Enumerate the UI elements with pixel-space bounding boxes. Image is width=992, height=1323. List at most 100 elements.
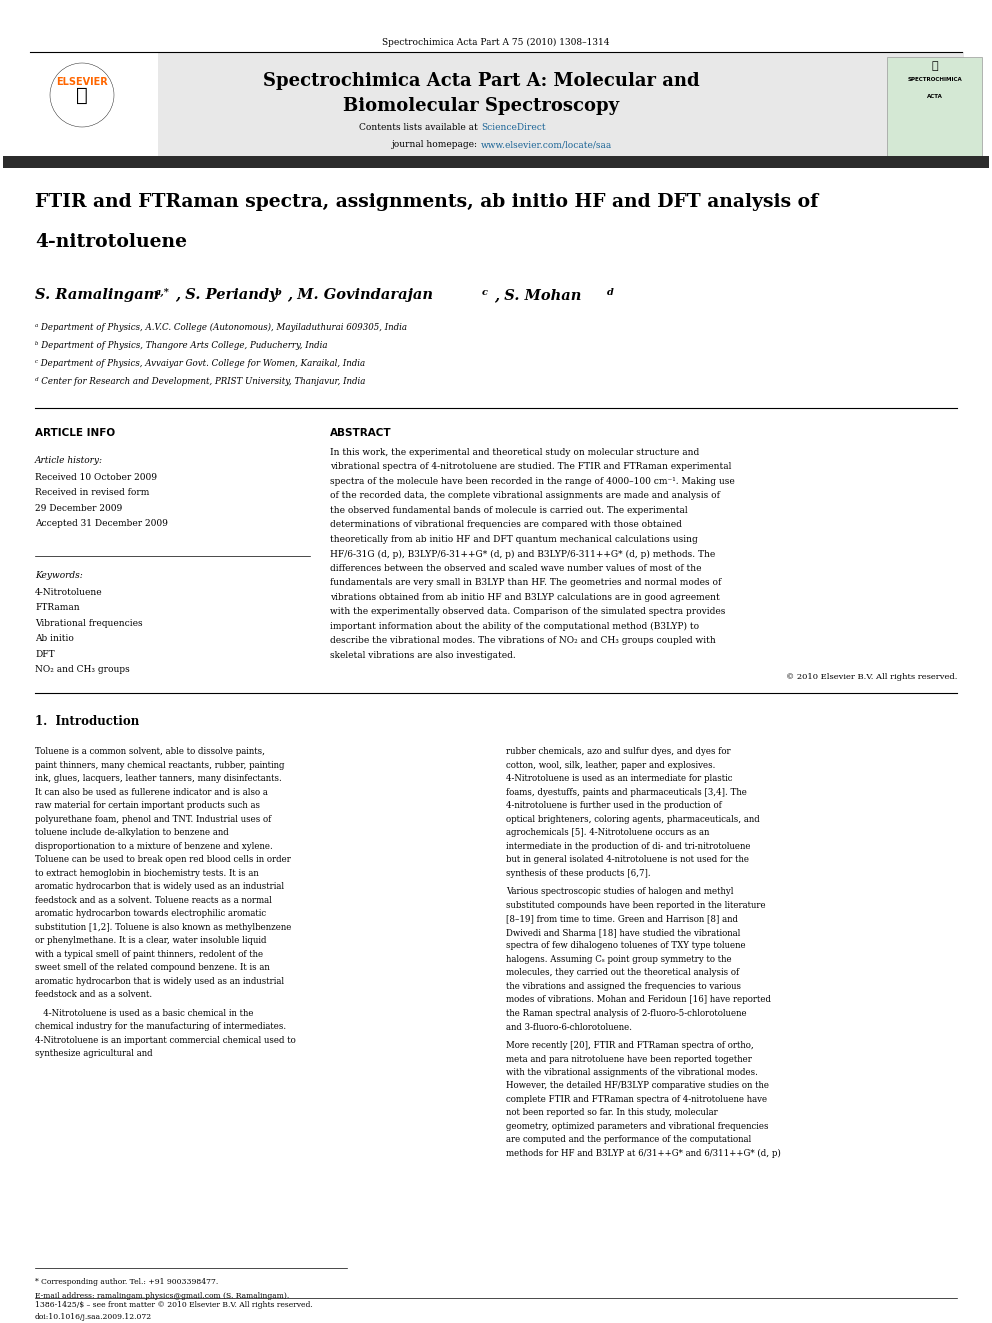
Text: b: b [275,288,282,296]
Text: spectra of the molecule have been recorded in the range of 4000–100 cm⁻¹. Making: spectra of the molecule have been record… [330,478,735,486]
Text: 🌲: 🌲 [76,86,88,105]
Text: NO₂ and CH₃ groups: NO₂ and CH₃ groups [35,665,130,675]
Text: [8–19] from time to time. Green and Harrison [8] and: [8–19] from time to time. Green and Harr… [506,914,738,923]
Text: aromatic hydrocarbon that is widely used as an industrial: aromatic hydrocarbon that is widely used… [35,882,284,892]
Text: differences between the observed and scaled wave number values of most of the: differences between the observed and sca… [330,564,701,573]
Text: Dwivedi and Sharma [18] have studied the vibrational: Dwivedi and Sharma [18] have studied the… [506,927,740,937]
Text: ACTA: ACTA [927,94,942,98]
Text: More recently [20], FTIR and FTRaman spectra of ortho,: More recently [20], FTIR and FTRaman spe… [506,1041,754,1050]
Text: , M. Govindarajan: , M. Govindarajan [287,288,438,302]
Text: ABSTRACT: ABSTRACT [330,429,392,438]
Text: c: c [482,288,488,296]
Text: halogens. Assuming Cₛ point group symmetry to the: halogens. Assuming Cₛ point group symmet… [506,955,732,964]
Text: 4-Nitrotoluene is used as a basic chemical in the: 4-Nitrotoluene is used as a basic chemic… [35,1009,254,1017]
Text: molecules, they carried out the theoretical analysis of: molecules, they carried out the theoreti… [506,968,739,978]
Text: methods for HF and B3LYP at 6/31++G* and 6/311++G* (d, p): methods for HF and B3LYP at 6/31++G* and… [506,1148,781,1158]
Text: chemical industry for the manufacturing of intermediates.: chemical industry for the manufacturing … [35,1023,286,1032]
Text: ᵃ Department of Physics, A.V.C. College (Autonomous), Mayiladuthurai 609305, Ind: ᵃ Department of Physics, A.V.C. College … [35,323,407,332]
Text: the vibrations and assigned the frequencies to various: the vibrations and assigned the frequenc… [506,982,741,991]
Text: It can also be used as fullerene indicator and is also a: It can also be used as fullerene indicat… [35,789,268,796]
Text: Various spectroscopic studies of halogen and methyl: Various spectroscopic studies of halogen… [506,888,733,897]
Text: but in general isolated 4-nitrotoluene is not used for the: but in general isolated 4-nitrotoluene i… [506,856,749,864]
Text: cotton, wool, silk, leather, paper and explosives.: cotton, wool, silk, leather, paper and e… [506,761,715,770]
Text: a,*: a,* [155,288,170,298]
Text: fundamentals are very small in B3LYP than HF. The geometries and normal modes of: fundamentals are very small in B3LYP tha… [330,578,721,587]
Text: synthesis of these products [6,7].: synthesis of these products [6,7]. [506,869,651,878]
Bar [3,52,158,161]
Text: geometry, optimized parameters and vibrational frequencies: geometry, optimized parameters and vibra… [506,1122,769,1131]
Text: ScienceDirect: ScienceDirect [481,123,546,132]
Text: S. Ramalingam: S. Ramalingam [35,288,165,302]
Text: DFT: DFT [35,650,55,659]
Text: 1386-1425/$ – see front matter © 2010 Elsevier B.V. All rights reserved.: 1386-1425/$ – see front matter © 2010 El… [35,1301,312,1308]
Text: Contents lists available at: Contents lists available at [359,123,481,132]
Text: 4-Nitrotoluene is used as an intermediate for plastic: 4-Nitrotoluene is used as an intermediat… [506,774,732,783]
Text: , S. Periandy: , S. Periandy [175,288,283,302]
Text: Article history:: Article history: [35,456,103,464]
Text: optical brighteners, coloring agents, pharmaceuticals, and: optical brighteners, coloring agents, ph… [506,815,760,824]
Text: Received in revised form: Received in revised form [35,488,150,497]
Bar [887,57,982,157]
Bar [28,52,964,161]
Text: substitution [1,2]. Toluene is also known as methylbenzene: substitution [1,2]. Toluene is also know… [35,923,292,931]
Text: FTRaman: FTRaman [35,603,79,613]
Text: synthesize agricultural and: synthesize agricultural and [35,1049,153,1058]
Text: Spectrochimica Acta Part A: Molecular and: Spectrochimica Acta Part A: Molecular an… [263,71,699,90]
Text: ᶜ Department of Physics, Avvaiyar Govt. College for Women, Karaikal, India: ᶜ Department of Physics, Avvaiyar Govt. … [35,359,365,368]
Text: to extract hemoglobin in biochemistry tests. It is an: to extract hemoglobin in biochemistry te… [35,869,259,878]
Text: ARTICLE INFO: ARTICLE INFO [35,429,115,438]
Text: Biomolecular Spectroscopy: Biomolecular Spectroscopy [343,97,619,115]
Text: E-mail address: ramalingam.physics@gmail.com (S. Ramalingam).: E-mail address: ramalingam.physics@gmail… [35,1293,290,1301]
Text: doi:10.1016/j.saa.2009.12.072: doi:10.1016/j.saa.2009.12.072 [35,1312,152,1320]
Text: complete FTIR and FTRaman spectra of 4-nitrotoluene have: complete FTIR and FTRaman spectra of 4-n… [506,1095,767,1103]
Text: with the vibrational assignments of the vibrational modes.: with the vibrational assignments of the … [506,1068,758,1077]
Text: aromatic hydrocarbon that is widely used as an industrial: aromatic hydrocarbon that is widely used… [35,976,284,986]
Text: with a typical smell of paint thinners, redolent of the: with a typical smell of paint thinners, … [35,950,263,959]
Text: Spectrochimica Acta Part A 75 (2010) 1308–1314: Spectrochimica Acta Part A 75 (2010) 130… [382,38,610,48]
Text: ᵇ Department of Physics, Thangore Arts College, Puducherry, India: ᵇ Department of Physics, Thangore Arts C… [35,341,327,351]
Text: vibrational spectra of 4-nitrotoluene are studied. The FTIR and FTRaman experime: vibrational spectra of 4-nitrotoluene ar… [330,463,731,471]
Text: www.elsevier.com/locate/saa: www.elsevier.com/locate/saa [481,140,612,149]
Bar [3,156,989,168]
Text: feedstock and as a solvent.: feedstock and as a solvent. [35,991,152,999]
Text: Received 10 October 2009: Received 10 October 2009 [35,474,157,482]
Text: However, the detailed HF/B3LYP comparative studies on the: However, the detailed HF/B3LYP comparati… [506,1081,769,1090]
Text: and 3-fluoro-6-chlorotoluene.: and 3-fluoro-6-chlorotoluene. [506,1023,632,1032]
Text: feedstock and as a solvent. Toluene reacts as a normal: feedstock and as a solvent. Toluene reac… [35,896,272,905]
Text: 4-Nitrotoluene: 4-Nitrotoluene [35,587,102,597]
Text: Toluene can be used to break open red blood cells in order: Toluene can be used to break open red bl… [35,856,291,864]
Text: SPECTROCHIMICA: SPECTROCHIMICA [907,77,962,82]
Text: vibrations obtained from ab initio HF and B3LYP calculations are in good agreeme: vibrations obtained from ab initio HF an… [330,593,720,602]
Text: aromatic hydrocarbon towards electrophilic aromatic: aromatic hydrocarbon towards electrophil… [35,909,266,918]
Text: sweet smell of the related compound benzene. It is an: sweet smell of the related compound benz… [35,963,270,972]
Text: In this work, the experimental and theoretical study on molecular structure and: In this work, the experimental and theor… [330,448,699,456]
Text: not been reported so far. In this study, molecular: not been reported so far. In this study,… [506,1109,718,1118]
Text: theoretically from ab initio HF and DFT quantum mechanical calculations using: theoretically from ab initio HF and DFT … [330,534,697,544]
Text: Vibrational frequencies: Vibrational frequencies [35,619,143,628]
Text: spectra of few dihalogeno toluenes of TXY type toluene: spectra of few dihalogeno toluenes of TX… [506,942,746,950]
Text: Ab initio: Ab initio [35,635,73,643]
Text: rubber chemicals, azo and sulfur dyes, and dyes for: rubber chemicals, azo and sulfur dyes, a… [506,747,731,757]
Text: Keywords:: Keywords: [35,572,82,579]
Text: , S. Mohan: , S. Mohan [494,288,586,302]
Text: with the experimentally observed data. Comparison of the simulated spectra provi: with the experimentally observed data. C… [330,607,725,617]
Text: the Raman spectral analysis of 2-fluoro-5-chlorotoluene: the Raman spectral analysis of 2-fluoro-… [506,1009,747,1017]
Text: d: d [607,288,614,296]
Text: agrochemicals [5]. 4-Nitrotoluene occurs as an: agrochemicals [5]. 4-Nitrotoluene occurs… [506,828,709,837]
Text: 1.  Introduction: 1. Introduction [35,716,139,729]
Text: skeletal vibrations are also investigated.: skeletal vibrations are also investigate… [330,651,516,660]
Text: Accepted 31 December 2009: Accepted 31 December 2009 [35,520,168,528]
Text: paint thinners, many chemical reactants, rubber, painting: paint thinners, many chemical reactants,… [35,761,285,770]
Text: polyurethane foam, phenol and TNT. Industrial uses of: polyurethane foam, phenol and TNT. Indus… [35,815,271,824]
Text: ᵈ Center for Research and Development, PRIST University, Thanjavur, India: ᵈ Center for Research and Development, P… [35,377,365,386]
Text: Toluene is a common solvent, able to dissolve paints,: Toluene is a common solvent, able to dis… [35,747,265,757]
Text: * Corresponding author. Tel.: +91 9003398477.: * Corresponding author. Tel.: +91 900339… [35,1278,218,1286]
Text: or phenylmethane. It is a clear, water insoluble liquid: or phenylmethane. It is a clear, water i… [35,937,267,946]
Text: 4-nitrotoluene is further used in the production of: 4-nitrotoluene is further used in the pr… [506,802,722,811]
Text: ELSEVIER: ELSEVIER [57,77,108,87]
Text: © 2010 Elsevier B.V. All rights reserved.: © 2010 Elsevier B.V. All rights reserved… [786,673,957,681]
Text: modes of vibrations. Mohan and Feridoun [16] have reported: modes of vibrations. Mohan and Feridoun … [506,995,771,1004]
Text: ink, glues, lacquers, leather tanners, many disinfectants.: ink, glues, lacquers, leather tanners, m… [35,774,282,783]
Text: of the recorded data, the complete vibrational assignments are made and analysis: of the recorded data, the complete vibra… [330,492,720,500]
Text: raw material for certain important products such as: raw material for certain important produ… [35,802,260,811]
